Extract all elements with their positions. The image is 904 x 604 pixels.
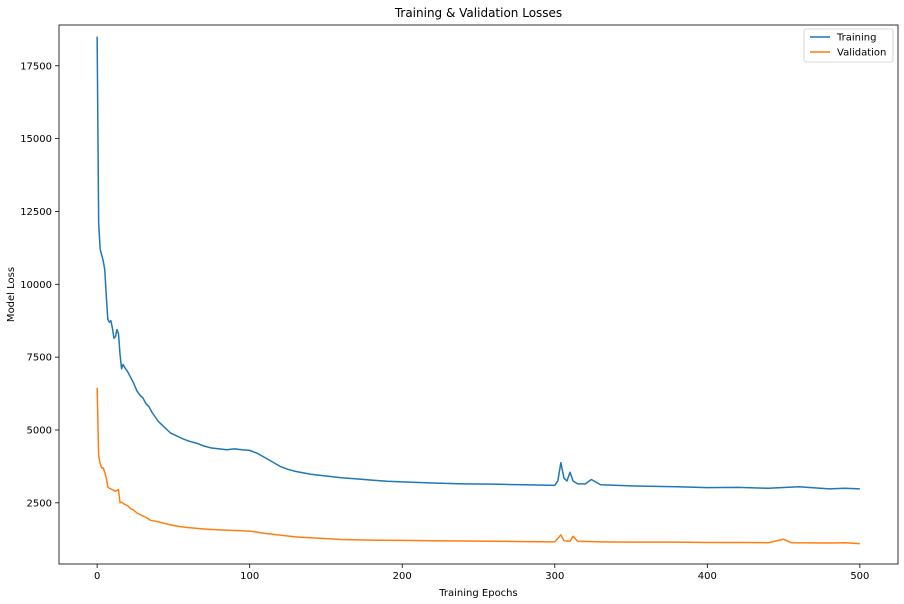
y-tick-label: 5000 <box>27 425 52 436</box>
chart-title: Training & Validation Losses <box>394 6 562 20</box>
legend-label-training: Training <box>836 33 876 44</box>
y-tick-label: 17500 <box>20 61 52 72</box>
plot-frame <box>58 24 899 565</box>
legend: Training Validation <box>803 28 894 63</box>
x-tick-label: 400 <box>698 571 717 582</box>
x-axis-ticks: 0 100 200 300 400 500 <box>94 564 869 582</box>
x-tick-label: 0 <box>94 571 100 582</box>
y-tick-label: 15000 <box>20 134 52 145</box>
x-tick-label: 200 <box>393 571 412 582</box>
x-tick-label: 300 <box>545 571 564 582</box>
series-layer <box>96 36 860 545</box>
y-tick-label: 10000 <box>20 280 52 291</box>
y-tick-label: 2500 <box>27 498 52 509</box>
y-axis-ticks: 2500 5000 7500 10000 12500 15000 17500 <box>20 61 59 509</box>
x-tick-label: 100 <box>240 571 259 582</box>
y-tick-label: 7500 <box>27 353 52 364</box>
y-tick-label: 12500 <box>20 207 52 218</box>
x-axis-label: Training Epochs <box>438 588 517 599</box>
x-tick-label: 500 <box>850 571 869 582</box>
series-line-validation <box>96 387 860 545</box>
series-line-training <box>96 36 860 490</box>
legend-label-validation: Validation <box>837 48 886 59</box>
y-axis-label: Model Loss <box>6 267 17 322</box>
